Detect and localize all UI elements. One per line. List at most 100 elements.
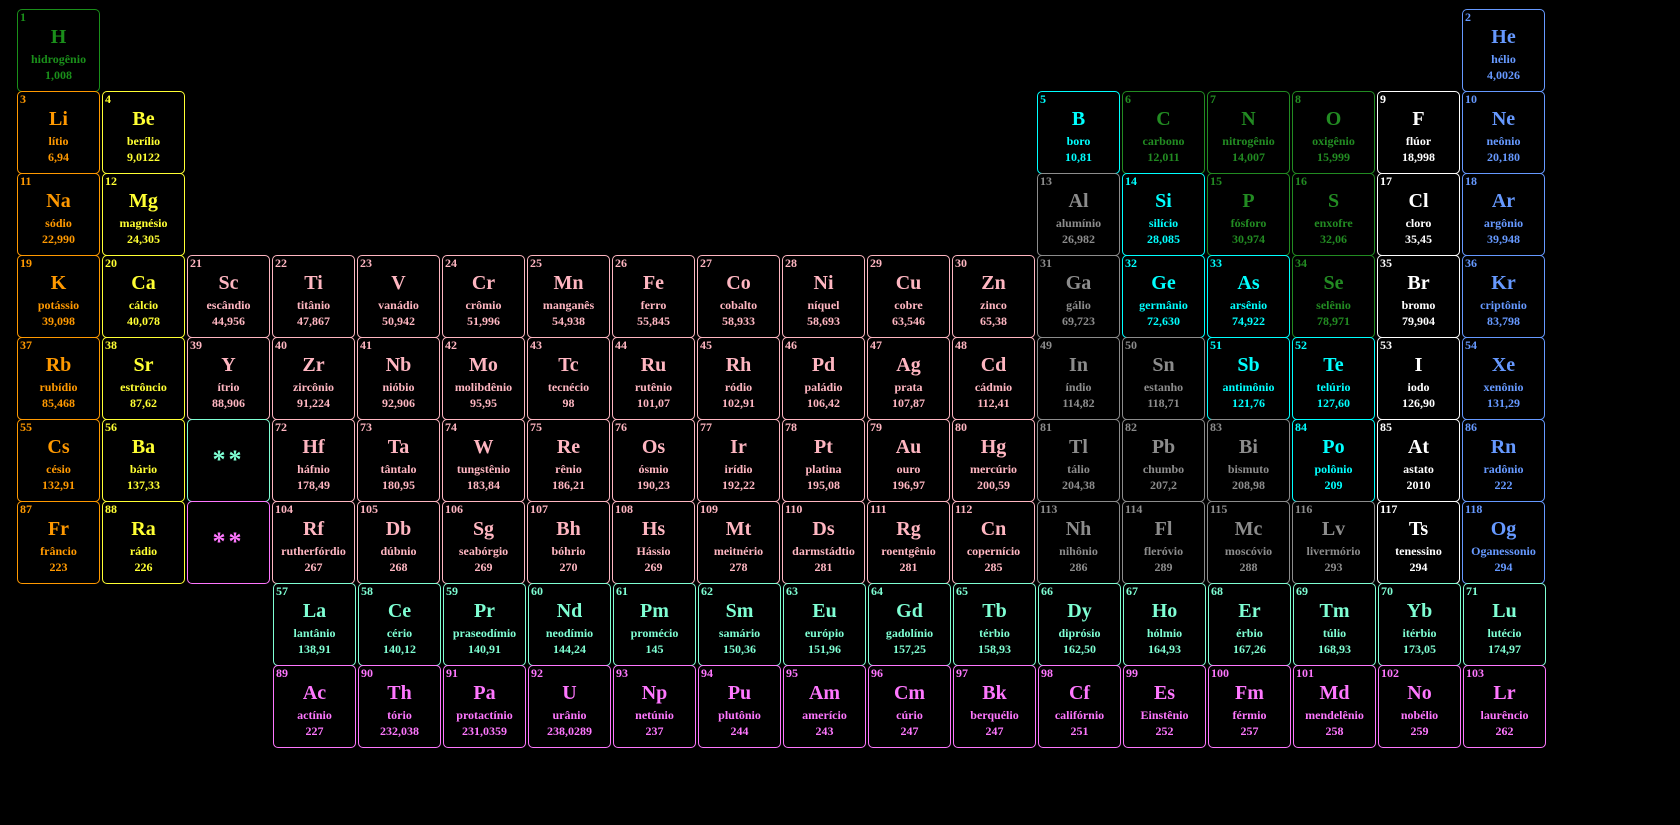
element-tile-cr[interactable]: 24 Cr crômio 51,996 [442,255,525,338]
element-tile-sg[interactable]: 106 Sg seabórgio 269 [442,501,525,584]
element-tile-ti[interactable]: 22 Ti titânio 47,867 [272,255,355,338]
element-tile-pt[interactable]: 78 Pt platina 195,08 [782,419,865,502]
element-tile-zn[interactable]: 30 Zn zinco 65,38 [952,255,1035,338]
element-tile-os[interactable]: 76 Os ósmio 190,23 [612,419,695,502]
element-tile-hf[interactable]: 72 Hf háfnio 178,49 [272,419,355,502]
element-tile-ga[interactable]: 31 Ga gálio 69,723 [1037,255,1120,338]
element-tile-nh[interactable]: 113 Nh nihônio 286 [1037,501,1120,584]
element-tile-sn[interactable]: 50 Sn estanho 118,71 [1122,337,1205,420]
element-tile-th[interactable]: 90 Th tório 232,038 [358,665,441,748]
element-tile-fm[interactable]: 100 Fm férmio 257 [1208,665,1291,748]
element-tile-cn[interactable]: 112 Cn copernício 285 [952,501,1035,584]
element-tile-cd[interactable]: 48 Cd cádmio 112,41 [952,337,1035,420]
element-tile-as[interactable]: 33 As arsênio 74,922 [1207,255,1290,338]
element-tile-mc[interactable]: 115 Mc moscóvio 288 [1207,501,1290,584]
element-tile-ac[interactable]: 89 Ac actínio 227 [273,665,356,748]
element-tile-lr[interactable]: 103 Lr laurêncio 262 [1463,665,1546,748]
element-tile-te[interactable]: 52 Te telúrio 127,60 [1292,337,1375,420]
element-tile-si[interactable]: 14 Si silício 28,085 [1122,173,1205,256]
element-tile-ra[interactable]: 88 Ra rádio 226 [102,501,185,584]
element-tile-md[interactable]: 101 Md mendelênio 258 [1293,665,1376,748]
element-tile-mn[interactable]: 25 Mn manganês 54,938 [527,255,610,338]
element-tile-fe[interactable]: 26 Fe ferro 55,845 [612,255,695,338]
element-tile-be[interactable]: 4 Be berílio 9,0122 [102,91,185,174]
element-tile-zr[interactable]: 40 Zr zircônio 91,224 [272,337,355,420]
element-tile-pa[interactable]: 91 Pa protactínio 231,0359 [443,665,526,748]
element-tile-ce[interactable]: 58 Ce cério 140,12 [358,583,441,666]
element-tile-sr[interactable]: 38 Sr estrôncio 87,62 [102,337,185,420]
element-tile-mt[interactable]: 109 Mt meitnério 278 [697,501,780,584]
element-tile-co[interactable]: 27 Co cobalto 58,933 [697,255,780,338]
element-tile-bi[interactable]: 83 Bi bismuto 208,98 [1207,419,1290,502]
element-tile-ag[interactable]: 47 Ag prata 107,87 [867,337,950,420]
element-tile-yb[interactable]: 70 Yb itérbio 173,05 [1378,583,1461,666]
element-tile-at[interactable]: 85 At astato 2010 [1377,419,1460,502]
element-tile-hg[interactable]: 80 Hg mercúrio 200,59 [952,419,1035,502]
element-tile-rf[interactable]: 104 Rf rutherfórdio 267 [272,501,355,584]
element-tile-li[interactable]: 3 Li lítio 6,94 [17,91,100,174]
element-tile-po[interactable]: 84 Po polônio 209 [1292,419,1375,502]
element-tile-pu[interactable]: 94 Pu plutônio 244 [698,665,781,748]
element-tile-mg[interactable]: 12 Mg magnésio 24,305 [102,173,185,256]
element-tile-np[interactable]: 93 Np netúnio 237 [613,665,696,748]
element-tile-pm[interactable]: 61 Pm promécio 145 [613,583,696,666]
element-tile-al[interactable]: 13 Al alumínio 26,982 [1037,173,1120,256]
element-tile-kr[interactable]: 36 Kr criptônio 83,798 [1462,255,1545,338]
element-tile-gd[interactable]: 64 Gd gadolínio 157,25 [868,583,951,666]
element-tile-au[interactable]: 79 Au ouro 196,97 [867,419,950,502]
element-tile-ba[interactable]: 56 Ba bário 137,33 [102,419,185,502]
element-tile-lv[interactable]: 116 Lv livermório 293 [1292,501,1375,584]
element-tile-sm[interactable]: 62 Sm samário 150,36 [698,583,781,666]
element-tile-he[interactable]: 2 He hélio 4,0026 [1462,9,1545,92]
element-tile-cl[interactable]: 17 Cl cloro 35,45 [1377,173,1460,256]
element-tile-lu[interactable]: 71 Lu lutécio 174,97 [1463,583,1546,666]
element-tile-bh[interactable]: 107 Bh bóhrio 270 [527,501,610,584]
element-tile-sb[interactable]: 51 Sb antimônio 121,76 [1207,337,1290,420]
element-tile-ca[interactable]: 20 Ca cálcio 40,078 [102,255,185,338]
element-tile-og[interactable]: 118 Og Oganessonio 294 [1462,501,1545,584]
element-tile-cf[interactable]: 98 Cf califórnio 251 [1038,665,1121,748]
element-tile-pr[interactable]: 59 Pr praseodímio 140,91 [443,583,526,666]
element-tile-nb[interactable]: 41 Nb nióbio 92,906 [357,337,440,420]
element-tile-dy[interactable]: 66 Dy diprósio 162,50 [1038,583,1121,666]
element-tile-am[interactable]: 95 Am amerício 243 [783,665,866,748]
element-tile-fr[interactable]: 87 Fr frâncio 223 [17,501,100,584]
element-tile-nd[interactable]: 60 Nd neodímio 144,24 [528,583,611,666]
element-tile-ge[interactable]: 32 Ge germânio 72,630 [1122,255,1205,338]
element-tile-fl[interactable]: 114 Fl fleróvio 289 [1122,501,1205,584]
element-tile-no[interactable]: 102 No nobélio 259 [1378,665,1461,748]
element-tile-cu[interactable]: 29 Cu cobre 63,546 [867,255,950,338]
element-tile-ni[interactable]: 28 Ni níquel 58,693 [782,255,865,338]
element-tile-in[interactable]: 49 In índio 114,82 [1037,337,1120,420]
element-tile-tl[interactable]: 81 Tl tálio 204,38 [1037,419,1120,502]
element-tile-rh[interactable]: 45 Rh ródio 102,91 [697,337,780,420]
element-tile-db[interactable]: 105 Db dúbnio 268 [357,501,440,584]
element-tile-hs[interactable]: 108 Hs Hássio 269 [612,501,695,584]
element-tile-tc[interactable]: 43 Tc tecnécio 98 [527,337,610,420]
element-tile-se[interactable]: 34 Se selênio 78,971 [1292,255,1375,338]
element-tile-xe[interactable]: 54 Xe xenônio 131,29 [1462,337,1545,420]
element-tile-pd[interactable]: 46 Pd paládio 106,42 [782,337,865,420]
element-tile-ne[interactable]: 10 Ne neônio 20,180 [1462,91,1545,174]
element-tile-rg[interactable]: 111 Rg roentgênio 281 [867,501,950,584]
element-tile-tm[interactable]: 69 Tm túlio 168,93 [1293,583,1376,666]
element-tile-ds[interactable]: 110 Ds darmstádtio 281 [782,501,865,584]
element-tile-es[interactable]: 99 Es Einstênio 252 [1123,665,1206,748]
element-tile-na[interactable]: 11 Na sódio 22,990 [17,173,100,256]
element-tile-sc[interactable]: 21 Sc escândio 44,956 [187,255,270,338]
element-tile-pb[interactable]: 82 Pb chumbo 207,2 [1122,419,1205,502]
element-tile-ho[interactable]: 67 Ho hólmio 164,93 [1123,583,1206,666]
